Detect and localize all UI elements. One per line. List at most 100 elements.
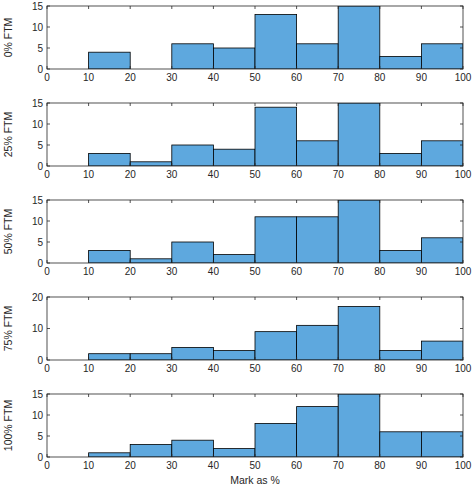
- x-tick: [296, 297, 297, 300]
- bar: [338, 200, 380, 263]
- bar: [380, 56, 422, 69]
- x-tick: [338, 103, 339, 106]
- panel: 01020304050607080901000510150% FTM: [2, 1, 472, 84]
- x-tick: [171, 66, 172, 69]
- x-tick: [130, 6, 131, 9]
- bar: [421, 341, 463, 360]
- x-tick: [213, 200, 214, 203]
- y-tick: [460, 6, 463, 7]
- bar: [297, 217, 339, 263]
- y-tick: [47, 124, 50, 125]
- x-tick: [171, 200, 172, 203]
- x-tick: [130, 103, 131, 106]
- axes-frame: [47, 103, 463, 166]
- x-tick-label: 20: [125, 72, 137, 83]
- bar: [213, 48, 255, 69]
- y-tick-label: 0: [37, 64, 43, 75]
- bar: [297, 325, 339, 360]
- axes-frame: [47, 297, 463, 360]
- x-tick: [421, 297, 422, 300]
- y-tick-label: 0: [37, 355, 43, 366]
- y-axis-label: 75% FTM: [2, 306, 14, 352]
- x-tick-label: 0: [44, 169, 50, 180]
- bar: [172, 347, 214, 360]
- x-tick: [379, 454, 380, 457]
- y-tick-label: 15: [32, 389, 44, 400]
- panel: 01020304050607080901000102075% FTM: [2, 292, 472, 375]
- y-tick: [47, 145, 50, 146]
- x-tick-label: 90: [416, 363, 428, 374]
- y-tick: [460, 360, 463, 361]
- y-axis-label: 25% FTM: [2, 112, 14, 158]
- x-tick: [213, 6, 214, 9]
- y-tick: [460, 145, 463, 146]
- x-tick: [379, 357, 380, 360]
- bar: [380, 153, 422, 166]
- y-tick-label: 0: [37, 258, 43, 269]
- x-tick: [130, 200, 131, 203]
- x-tick-label: 50: [249, 72, 261, 83]
- axes-frame: [47, 6, 463, 69]
- y-axis-label: 100% FTM: [2, 400, 14, 451]
- x-tick: [463, 66, 464, 69]
- x-tick: [255, 394, 256, 397]
- y-tick-label: 5: [37, 237, 43, 248]
- x-tick: [463, 163, 464, 166]
- x-tick: [171, 297, 172, 300]
- x-tick: [213, 394, 214, 397]
- y-tick: [47, 166, 50, 167]
- x-tick-label: 70: [333, 72, 345, 83]
- x-tick: [463, 200, 464, 203]
- x-tick: [130, 163, 131, 166]
- y-tick: [460, 297, 463, 298]
- x-tick: [421, 66, 422, 69]
- x-tick-label: 90: [416, 460, 428, 471]
- x-tick: [338, 454, 339, 457]
- y-tick: [460, 69, 463, 70]
- x-tick-label: 50: [249, 169, 261, 180]
- bar: [213, 449, 255, 457]
- axes-frame: [47, 394, 463, 457]
- x-tick: [130, 297, 131, 300]
- x-tick-label: 10: [83, 72, 95, 83]
- x-tick: [338, 66, 339, 69]
- x-tick: [88, 260, 89, 263]
- x-tick-label: 30: [166, 363, 178, 374]
- x-tick-label: 60: [291, 363, 303, 374]
- x-tick: [88, 394, 89, 397]
- x-tick-label: 70: [333, 266, 345, 277]
- x-tick-label: 0: [44, 363, 50, 374]
- y-tick-label: 5: [37, 431, 43, 442]
- x-tick: [379, 394, 380, 397]
- x-tick: [338, 297, 339, 300]
- x-tick-label: 20: [125, 169, 137, 180]
- x-tick: [171, 103, 172, 106]
- x-tick: [255, 6, 256, 9]
- x-tick: [421, 103, 422, 106]
- bar: [255, 217, 297, 263]
- x-axis-label: Mark as %: [230, 474, 280, 486]
- x-tick: [421, 6, 422, 9]
- bar: [338, 6, 380, 69]
- bar: [89, 354, 131, 360]
- x-tick: [463, 6, 464, 9]
- x-tick: [296, 66, 297, 69]
- bar: [380, 351, 422, 360]
- y-tick: [47, 415, 50, 416]
- x-tick: [88, 66, 89, 69]
- x-tick: [213, 454, 214, 457]
- x-tick: [338, 200, 339, 203]
- x-tick: [296, 6, 297, 9]
- panel: 0102030405060708090100051015100% FTMMark…: [2, 389, 472, 487]
- y-axis-label: 50% FTM: [2, 209, 14, 255]
- x-tick: [255, 260, 256, 263]
- y-tick: [47, 48, 50, 49]
- x-tick: [421, 260, 422, 263]
- y-tick: [460, 48, 463, 49]
- x-tick: [171, 260, 172, 263]
- bars: [89, 6, 463, 69]
- x-tick-label: 40: [208, 72, 220, 83]
- x-tick-label: 60: [291, 460, 303, 471]
- x-tick-label: 20: [125, 363, 137, 374]
- x-tick: [47, 394, 48, 397]
